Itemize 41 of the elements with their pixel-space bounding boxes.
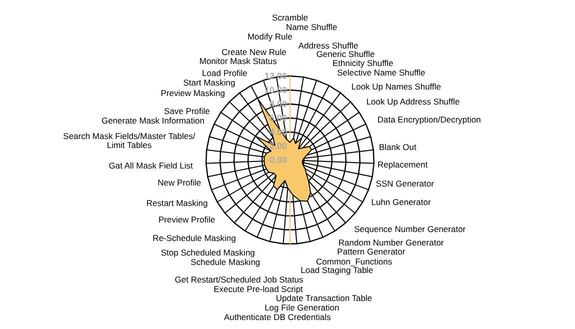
spoke-label: Address Shuffle — [298, 40, 358, 50]
spoke-label: Preview Profile — [158, 214, 216, 225]
spoke-label: Load Staging Table — [300, 265, 374, 276]
spoke-label: Luhn Generator — [371, 197, 431, 208]
spoke-label: Blank Out — [378, 142, 417, 152]
spoke-label: Look Up Names Shuffle — [351, 82, 442, 92]
spoke-label: SSN Generator — [376, 178, 434, 188]
spoke-label: Update Transaction Table — [276, 293, 372, 304]
spoke-label: Get Restart/Scheduled Job Status — [174, 274, 304, 285]
spoke-label: Look Up Address Shuffle — [366, 96, 460, 107]
spoke-label: Restart Masking — [146, 198, 208, 208]
spoke-label: Data Encryption/Decryption — [377, 114, 482, 125]
spoke-label: Stop Scheduled Masking — [160, 248, 256, 258]
spoke-label: Random Number Generator — [338, 238, 444, 248]
spoke-label: Selective Name Shuffle — [337, 67, 426, 78]
spoke-label: Schedule Masking — [190, 257, 260, 268]
spoke-label: New Profile — [158, 178, 202, 188]
spoke-label: Pattern Generator — [337, 246, 406, 257]
y-tick-label: 0.00 — [269, 155, 287, 165]
spoke-label: Gat All Mask Field List — [108, 160, 194, 171]
y-tick-label: 2.00 — [269, 141, 287, 151]
spoke-label: Replacement — [378, 160, 428, 170]
spoke-label: Re-Schedule Masking — [152, 233, 236, 244]
spoke-label: Load Profile — [202, 68, 248, 78]
spoke-label: Start Masking — [183, 77, 236, 88]
spoke-label: Execute Pre-load Script — [214, 284, 304, 294]
spoke-label: Create New Rule — [222, 47, 287, 58]
spoke-label: Sequence Number Generator — [354, 224, 466, 234]
spoke-label: Save Profile — [164, 106, 210, 116]
spoke-label: Authenticate DB Credentials — [224, 312, 331, 322]
spoke-label: Search Mask Fields/Master Tables/ Limit Tables — [63, 130, 196, 150]
spoke-label: Common_Functions — [316, 256, 392, 266]
spoke-label: Monitor Mask Status — [199, 56, 277, 66]
spoke-label: Preview Masking — [160, 88, 226, 98]
spoke-label: Ethnicity Shuffle — [332, 58, 394, 68]
spoke-label: Scramble — [272, 12, 308, 22]
spoke-label: Modify Rule — [247, 31, 293, 42]
spoke-label: Name Shuffle — [286, 22, 338, 32]
spoke-label: Generate Mask Information — [101, 115, 205, 126]
spoke-label: Generic Shuffle — [316, 49, 376, 60]
spoke-label: Log File Generation — [264, 302, 340, 312]
